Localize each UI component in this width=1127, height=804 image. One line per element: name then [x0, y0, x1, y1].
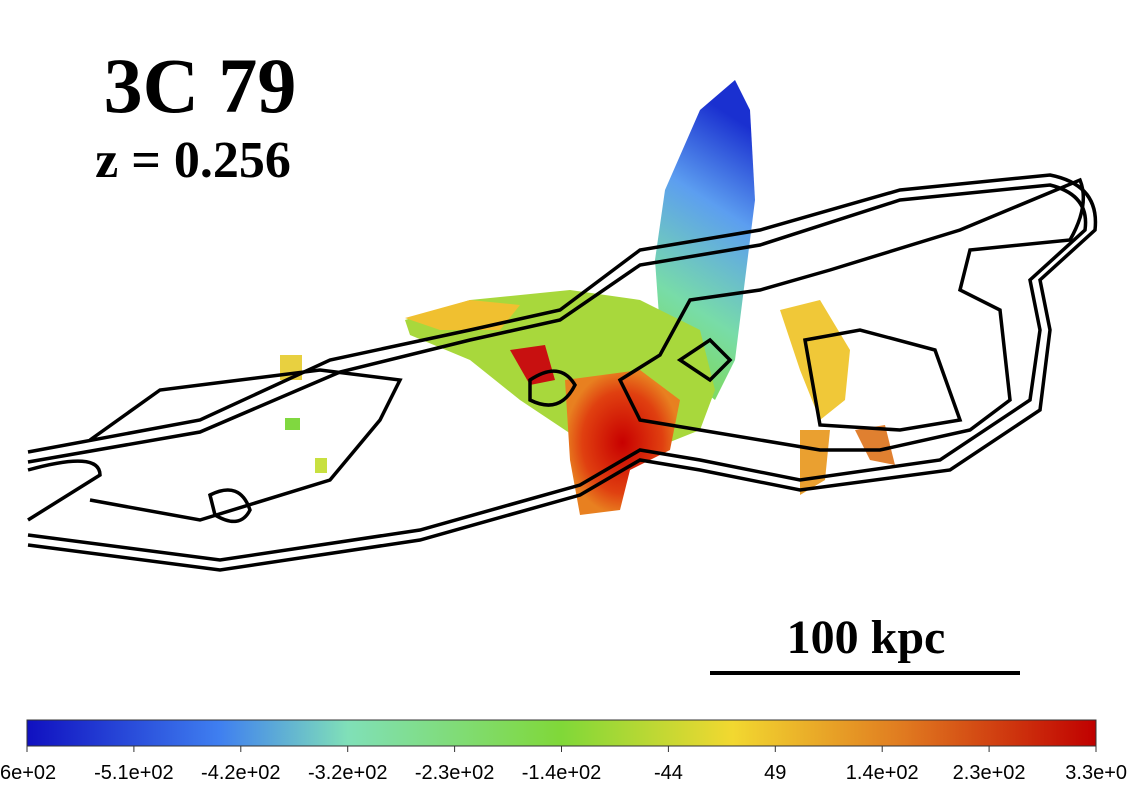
- colorbar-tick-label: 49: [764, 762, 786, 784]
- yellow-region: [405, 300, 520, 330]
- colorbar-tick-label: -4.2e+02: [201, 762, 281, 784]
- colorbar-tick-label: 6e+02: [0, 762, 56, 784]
- colorbar-tick-label: 2.3e+02: [953, 762, 1026, 784]
- subtitle: z = 0.256: [95, 132, 291, 189]
- radio-contours: [27, 173, 1098, 572]
- east-knot: [780, 300, 850, 420]
- colorbar-tick-label: 3.3e+0: [1065, 762, 1127, 784]
- knot: [285, 418, 300, 430]
- colorbar-ticks: 6e+02 -5.1e+02 -4.2e+02 -3.2e+02 -2.3e+02 -1.…: [0, 746, 1127, 784]
- east-knot: [855, 425, 895, 465]
- title: 3C 79: [104, 42, 297, 129]
- colorbar: [26, 719, 1097, 747]
- colorbar-tick-label: 1.4e+02: [846, 762, 919, 784]
- emission-map: [280, 80, 895, 515]
- knot: [315, 458, 327, 473]
- colorbar-tick-label: -3.2e+02: [308, 762, 388, 784]
- red-knot: [510, 345, 555, 385]
- scale-bar-label: 100 kpc: [787, 611, 946, 664]
- colorbar-tick-label: -1.4e+02: [522, 762, 602, 784]
- colorbar-tick-label: -5.1e+02: [94, 762, 174, 784]
- colorbar-tick-label: -2.3e+02: [415, 762, 495, 784]
- colorbar-tick-label: -44: [654, 762, 683, 784]
